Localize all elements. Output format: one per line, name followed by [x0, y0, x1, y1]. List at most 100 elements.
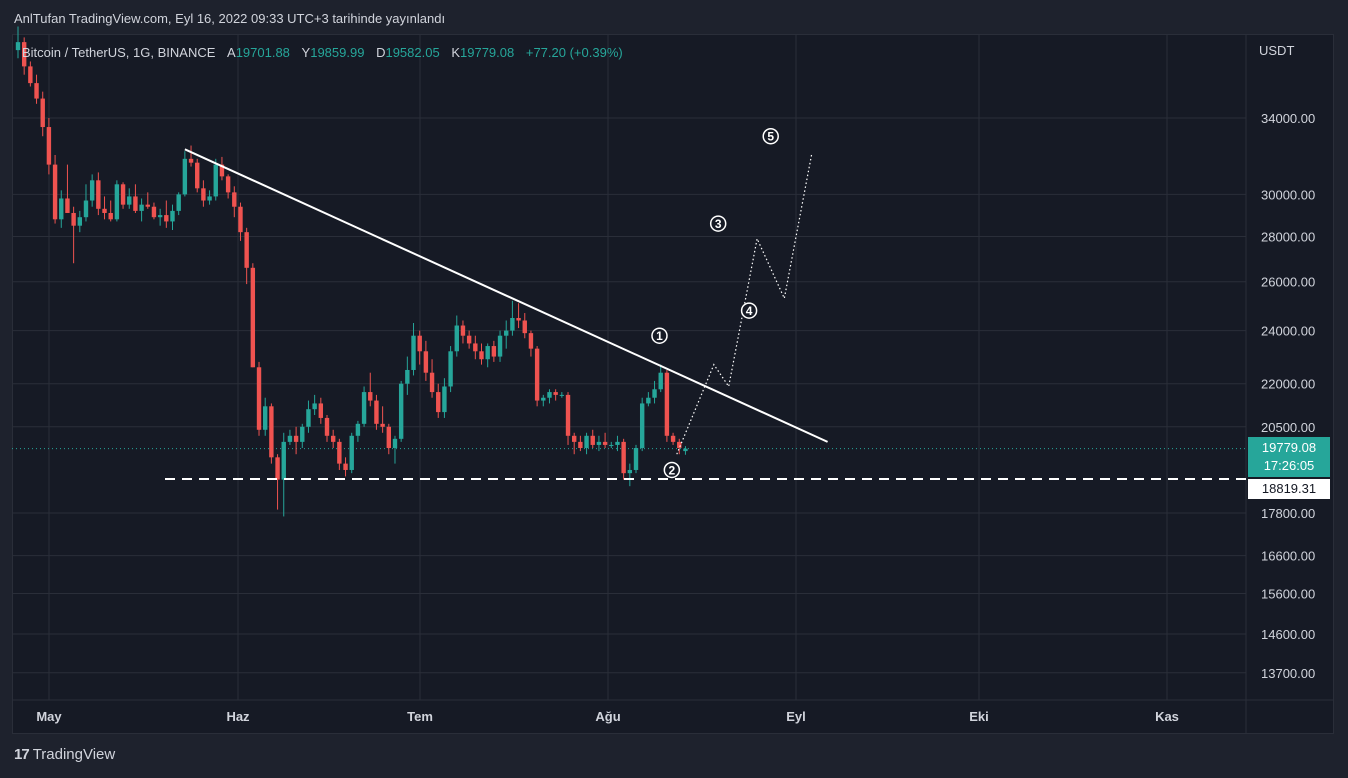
candle	[448, 346, 453, 393]
candle-body	[312, 403, 317, 410]
price-tick-label: 24000.00	[1261, 324, 1315, 339]
candle-body	[670, 435, 676, 442]
candle-body	[436, 392, 441, 413]
candle	[201, 180, 206, 207]
candle	[15, 26, 21, 59]
candle-body	[275, 457, 280, 480]
candle-body	[114, 184, 120, 220]
candle	[65, 164, 70, 213]
candle-body	[306, 409, 311, 427]
candle-body	[120, 184, 126, 205]
candle	[238, 202, 243, 241]
candle	[417, 330, 422, 365]
candle-body	[510, 318, 515, 331]
candle-body	[15, 42, 21, 51]
candle	[646, 392, 651, 407]
candle-body	[287, 435, 293, 442]
brand-name: TradingView	[32, 746, 116, 763]
candle-body	[473, 343, 478, 352]
candle	[96, 172, 101, 216]
candle-body	[683, 448, 688, 452]
candle-body	[466, 335, 472, 344]
candle	[436, 383, 441, 418]
candle	[633, 444, 639, 474]
candle-body	[201, 188, 206, 201]
candle	[120, 182, 126, 209]
ohlc-legend: Bitcoin / TetherUS, 1G, BINANCE A19701.8…	[22, 45, 623, 60]
candle	[151, 202, 157, 220]
currency-label: USDT	[1259, 43, 1294, 58]
candle	[578, 435, 583, 452]
candle-body	[460, 325, 466, 336]
candle-body	[528, 333, 534, 349]
price-axis: USDT 34000.00 30000.00 28000.00 26000.00 2400…	[1259, 43, 1315, 681]
candle-body	[522, 320, 527, 334]
candle	[380, 406, 385, 433]
candle-body	[596, 441, 602, 445]
candle-body	[448, 351, 453, 387]
price-tick-label: 17800.00	[1261, 506, 1315, 521]
candle-body	[355, 423, 361, 436]
candle	[145, 192, 150, 209]
candle	[139, 198, 144, 222]
candle	[281, 432, 286, 517]
price-tick-label: 20500.00	[1261, 420, 1315, 435]
candle-body	[559, 394, 565, 396]
wave-label-text: 5	[767, 130, 774, 144]
candle-body	[59, 198, 64, 220]
candle	[318, 397, 324, 424]
candle	[627, 463, 633, 487]
candle	[454, 315, 459, 357]
candle-body	[337, 441, 342, 464]
candle	[609, 441, 614, 449]
candle	[559, 392, 565, 398]
candle-body	[65, 198, 70, 213]
candle-body	[411, 335, 416, 370]
tradingview-brand[interactable]: 17 TradingView	[14, 746, 115, 763]
candle-body	[293, 435, 299, 442]
candle-body	[108, 212, 113, 220]
candle-body	[256, 367, 262, 430]
candle	[522, 313, 527, 339]
candle	[312, 394, 317, 416]
time-tick-label: Eyl	[786, 709, 806, 724]
price-tick-label: 13700.00	[1261, 666, 1315, 681]
candle-body	[374, 400, 379, 424]
candle	[565, 392, 571, 445]
candle-body	[40, 98, 45, 128]
price-tick-label: 28000.00	[1261, 230, 1315, 245]
candle	[683, 446, 688, 455]
candle-body	[77, 217, 82, 226]
candle	[670, 432, 676, 445]
candle-body	[621, 441, 626, 474]
wave-label-circle	[651, 327, 668, 344]
close-value: 19779.08	[460, 45, 515, 60]
candle-body	[157, 215, 163, 218]
price-tick-label: 22000.00	[1261, 377, 1315, 392]
candle-body	[182, 158, 188, 195]
candle	[34, 74, 39, 104]
candle	[368, 372, 373, 407]
candle-body	[398, 383, 404, 439]
candle	[213, 158, 218, 201]
candle	[386, 423, 391, 455]
candle-body	[213, 164, 218, 197]
candle-body	[281, 441, 286, 480]
candle-body	[300, 426, 305, 442]
support-price-tag: 18819.31	[1248, 479, 1330, 499]
candle	[306, 400, 311, 433]
candle	[108, 200, 113, 222]
candle-body	[565, 394, 571, 436]
candle-body	[330, 435, 336, 442]
candle-body	[46, 127, 52, 165]
candle-body	[145, 204, 150, 207]
candle	[324, 415, 330, 442]
low-value: 19582.05	[385, 45, 440, 60]
candle	[219, 156, 225, 181]
candle	[528, 330, 534, 357]
candle-body	[232, 192, 237, 207]
candle-body	[516, 318, 521, 321]
candle	[207, 190, 212, 205]
candle-body	[133, 196, 138, 211]
